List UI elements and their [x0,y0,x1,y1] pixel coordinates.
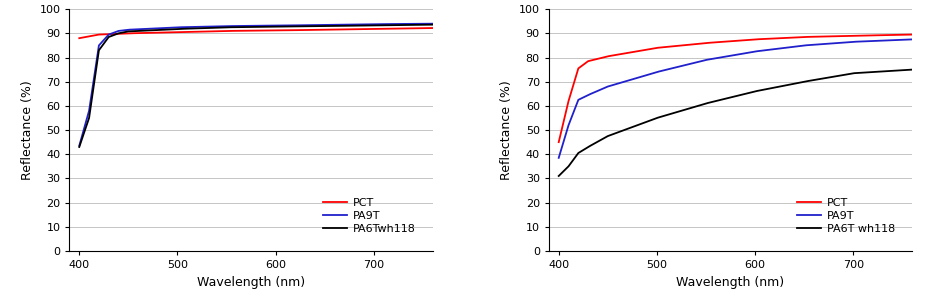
PA9T [619,80,630,84]
Y-axis label: Reflectance (%): Reflectance (%) [500,80,513,180]
Line: PA6T wh118: PA6T wh118 [558,70,912,176]
PA6T wh118 [619,128,630,132]
PA6Twh118 [384,23,395,27]
PCT [766,37,777,40]
PCT [563,99,574,103]
PCT [287,28,298,32]
PA9T [766,48,777,51]
PA9T [563,123,574,127]
PCT [619,52,630,55]
Line: PA9T: PA9T [558,39,912,158]
PA6T wh118 [755,88,766,92]
PA6Twh118 [275,25,286,28]
PA6T wh118 [863,70,874,74]
X-axis label: Wavelength (nm): Wavelength (nm) [676,275,784,289]
PA6Twh118 [140,29,151,32]
PA9T [427,22,438,25]
PA9T [275,24,286,27]
PCT [755,37,766,41]
PCT [774,36,785,40]
PA9T [74,144,85,147]
PCT [83,35,94,38]
PA6T wh118 [553,174,564,178]
PA9T [755,49,766,53]
Legend: PCT, PA9T, PA6T wh118: PCT, PA9T, PA6T wh118 [792,194,899,238]
PA9T [553,156,564,160]
PA9T [294,24,306,27]
PA9T [384,22,395,26]
PA9T [774,47,785,50]
Line: PA9T: PA9T [80,24,432,146]
PA6T wh118 [774,85,785,88]
Y-axis label: Reflectance (%): Reflectance (%) [21,80,34,180]
PA6Twh118 [427,23,438,27]
PA6Twh118 [294,24,306,28]
PCT [384,27,395,31]
PA6Twh118 [287,24,298,28]
PA6T wh118 [563,165,574,168]
PCT [863,34,874,37]
PA6T wh118 [766,86,777,90]
PA6Twh118 [83,116,94,120]
PCT [553,140,564,144]
PCT [140,31,151,35]
Line: PCT: PCT [80,28,432,38]
PCT [427,26,438,30]
PCT [294,28,306,32]
Line: PA6Twh118: PA6Twh118 [80,25,432,147]
PA9T [140,27,151,31]
PA9T [83,109,94,113]
PCT [74,36,85,40]
PA6Twh118 [74,145,85,149]
PCT [907,33,918,36]
PA9T [287,24,298,27]
PCT [275,28,286,32]
Legend: PCT, PA9T, PA6Twh118: PCT, PA9T, PA6Twh118 [319,194,419,238]
PA9T [907,38,918,41]
Line: PCT: PCT [558,35,912,142]
PA9T [863,39,874,43]
X-axis label: Wavelength (nm): Wavelength (nm) [197,275,306,289]
PA6T wh118 [907,68,918,72]
